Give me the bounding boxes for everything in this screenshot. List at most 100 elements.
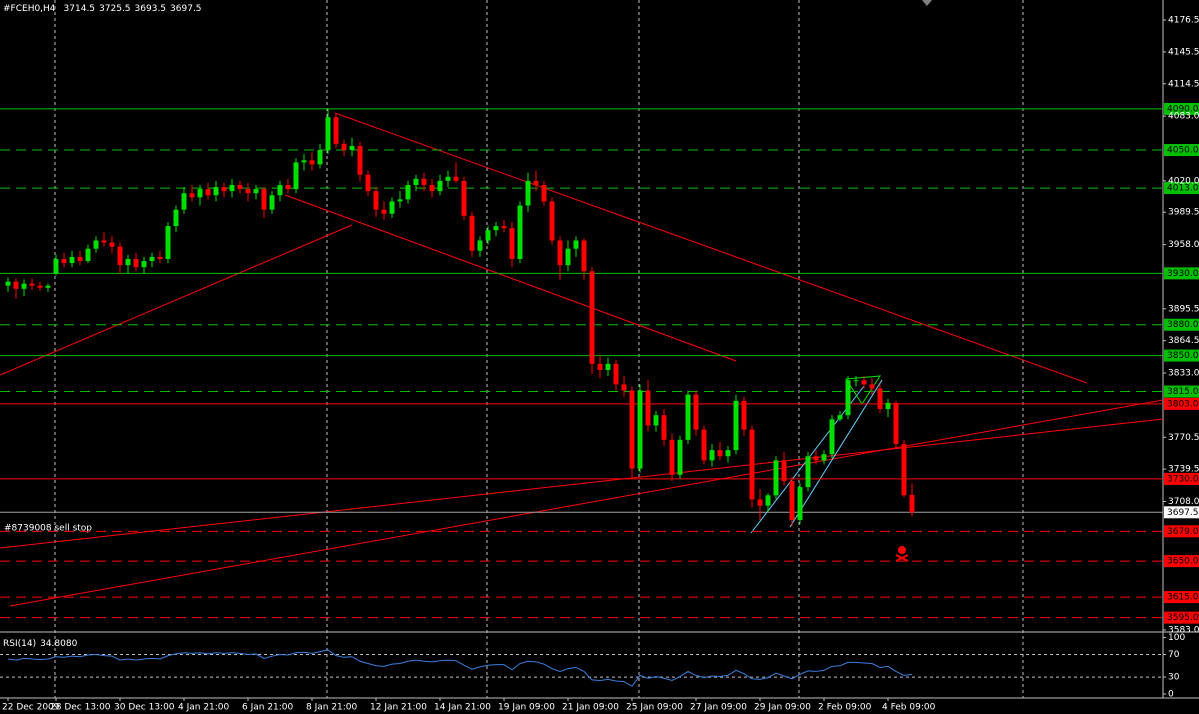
candle-body bbox=[125, 258, 131, 266]
candle-body bbox=[157, 256, 163, 259]
trendline bbox=[334, 112, 1088, 384]
candle-body bbox=[373, 191, 379, 210]
y-tick-label: 3770.5 bbox=[1168, 433, 1199, 443]
candle-body bbox=[469, 215, 475, 251]
level-label: 3815.0 bbox=[1167, 387, 1199, 397]
last-price-label: 3697.5 bbox=[1167, 508, 1199, 518]
high: 3725.5 bbox=[99, 4, 131, 14]
candle-body bbox=[477, 240, 483, 251]
candle-body bbox=[789, 480, 795, 521]
candle-body bbox=[637, 390, 643, 469]
rsi-line bbox=[7, 649, 913, 687]
header: #FCEH0,H4 3714.5 3725.5 3693.5 3697.5 bbox=[3, 4, 202, 14]
candle-body bbox=[317, 150, 323, 165]
candle-body bbox=[357, 145, 363, 175]
x-tick-label: 29 Jan 09:00 bbox=[754, 703, 811, 713]
rsi-title: RSI(14) bbox=[3, 639, 36, 649]
rsi-current: 34.8080 bbox=[40, 639, 77, 649]
x-tick-label: 19 Jan 09:00 bbox=[498, 703, 555, 713]
candle-body bbox=[69, 256, 75, 264]
candle-body bbox=[541, 184, 547, 202]
level-label: 3615.0 bbox=[1167, 593, 1199, 603]
trendline bbox=[284, 194, 737, 362]
candle-body bbox=[773, 460, 779, 496]
candle-body bbox=[141, 261, 147, 268]
candle-body bbox=[805, 456, 811, 488]
candle-body bbox=[101, 240, 107, 243]
rsi-header: RSI(14) 34.8080 bbox=[3, 639, 78, 649]
level-label-box bbox=[1164, 318, 1199, 331]
candle-body bbox=[749, 429, 755, 500]
candle-body bbox=[237, 184, 243, 190]
candle-body bbox=[341, 143, 347, 151]
candle-body bbox=[605, 363, 611, 370]
candle-body bbox=[813, 456, 819, 461]
order-label: #8739008 sell stop bbox=[4, 524, 92, 534]
candle-body bbox=[645, 390, 651, 426]
candle-body bbox=[509, 228, 515, 259]
x-tick-label: 12 Jan 21:00 bbox=[370, 703, 427, 713]
candle-body bbox=[269, 195, 275, 210]
candle-body bbox=[701, 429, 707, 461]
candle-body bbox=[117, 246, 123, 266]
level-label: 4050.0 bbox=[1167, 146, 1199, 156]
candle-body bbox=[445, 176, 451, 181]
trendline bbox=[9, 399, 1164, 607]
candle-body bbox=[549, 201, 555, 241]
candle-body bbox=[189, 193, 195, 198]
candle-body bbox=[757, 499, 763, 506]
candle-body bbox=[293, 162, 299, 190]
close: 3697.5 bbox=[170, 4, 202, 14]
candle-body bbox=[709, 450, 715, 461]
candle-body bbox=[485, 230, 491, 241]
candle-body bbox=[333, 117, 339, 144]
trendline bbox=[0, 418, 1164, 549]
candle-body bbox=[741, 400, 747, 430]
candle-body bbox=[533, 180, 539, 185]
candle-body bbox=[861, 380, 867, 385]
candle-body bbox=[61, 258, 67, 264]
candle-body bbox=[597, 363, 603, 370]
x-tick-label: 8 Jan 21:00 bbox=[306, 703, 358, 713]
level-label-box bbox=[1164, 182, 1199, 195]
candle-body bbox=[781, 460, 787, 481]
candle-body bbox=[869, 384, 875, 389]
candle-body bbox=[53, 258, 59, 274]
candle-body bbox=[589, 271, 595, 364]
level-label: 3730.0 bbox=[1167, 474, 1199, 484]
level-label-box bbox=[1164, 611, 1199, 624]
candle-body bbox=[661, 415, 667, 440]
candle-body bbox=[213, 187, 219, 196]
y-tick-label: 4176.5 bbox=[1168, 16, 1199, 26]
triangle-object bbox=[845, 375, 881, 405]
symbol: #FCEH0,H4 bbox=[3, 4, 56, 14]
candle-body bbox=[205, 189, 211, 196]
candle-body bbox=[77, 256, 83, 262]
candle-body bbox=[421, 178, 427, 185]
candle-body bbox=[837, 415, 843, 420]
candle-body bbox=[245, 189, 251, 194]
x-tick-label: 4 Jan 21:00 bbox=[178, 703, 230, 713]
shift-marker bbox=[922, 0, 932, 6]
candle-body bbox=[285, 184, 291, 190]
trendlines bbox=[0, 112, 1164, 607]
x-tick-label: 30 Dec 13:00 bbox=[114, 703, 175, 713]
low: 3693.5 bbox=[135, 4, 167, 14]
candle-body bbox=[717, 450, 723, 457]
candle-body bbox=[21, 283, 27, 289]
level-label: 4090.0 bbox=[1167, 104, 1199, 114]
x-tick-label: 27 Jan 09:00 bbox=[690, 703, 747, 713]
candle-body bbox=[501, 226, 507, 229]
level-label: 3850.0 bbox=[1167, 351, 1199, 361]
y-tick-label: 4020.0 bbox=[1168, 176, 1199, 186]
x-tick-label: 14 Jan 21:00 bbox=[434, 703, 491, 713]
candle-body bbox=[389, 201, 395, 214]
candle-body bbox=[893, 402, 899, 444]
candle-body bbox=[301, 160, 307, 163]
candle-body bbox=[253, 189, 259, 194]
candle-body bbox=[453, 176, 459, 181]
candle-body bbox=[381, 209, 387, 214]
x-tick-label: 6 Jan 21:00 bbox=[242, 703, 294, 713]
